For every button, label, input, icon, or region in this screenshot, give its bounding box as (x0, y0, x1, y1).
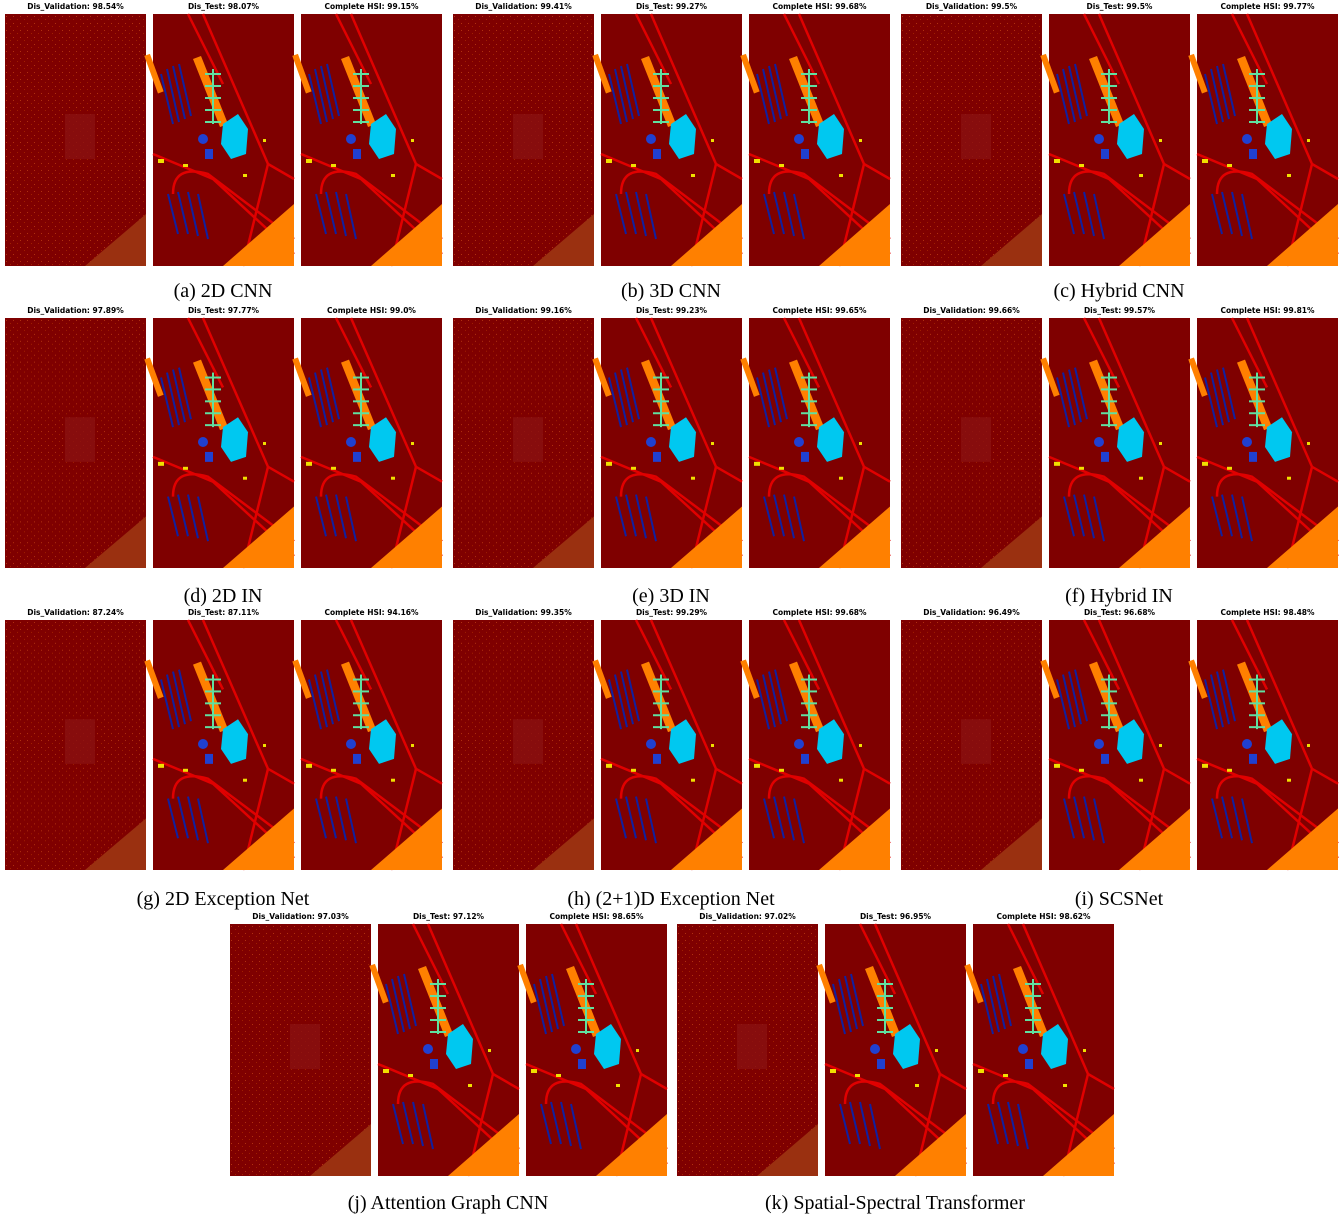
classification-map (292, 14, 442, 266)
panel-caption: (d) 2D IN (184, 585, 263, 607)
map-title: Dis_Validation: 87.24% (27, 608, 124, 617)
classification-map (1040, 14, 1190, 266)
map-title: Dis_Validation: 97.03% (252, 912, 349, 921)
panel-caption: (k) Spatial-Spectral Transformer (765, 1192, 1025, 1214)
map-title: Dis_Validation: 97.02% (699, 912, 796, 921)
classification-map (453, 14, 594, 266)
classification-map (5, 620, 146, 870)
map-title: Complete HSI: 99.15% (324, 2, 419, 11)
classification-map (453, 318, 594, 568)
map-title: Dis_Validation: 99.66% (923, 306, 1020, 315)
classification-map (1188, 620, 1338, 870)
classification-map (1188, 14, 1338, 266)
panel-caption: (b) 3D CNN (621, 280, 721, 302)
map-title: Dis_Validation: 99.41% (475, 2, 572, 11)
map-title: Complete HSI: 99.77% (1220, 2, 1315, 11)
map-title: Dis_Test: 99.57% (1084, 306, 1156, 315)
classification-map (1188, 318, 1338, 568)
classification-map (5, 14, 146, 266)
map-title: Dis_Test: 97.77% (188, 306, 260, 315)
classification-map (144, 620, 294, 870)
classification-map (5, 318, 146, 568)
panel-caption: (f) Hybrid IN (1065, 585, 1173, 607)
map-title: Dis_Validation: 99.35% (475, 608, 572, 617)
classification-map (901, 620, 1042, 870)
classification-map (740, 318, 890, 568)
panel-caption: (g) 2D Exception Net (137, 888, 310, 910)
panel-caption: (c) Hybrid CNN (1053, 280, 1184, 302)
panel-caption: (i) SCSNet (1075, 888, 1164, 910)
map-title: Dis_Validation: 98.54% (27, 2, 124, 11)
map-title: Complete HSI: 98.65% (549, 912, 644, 921)
classification-map (964, 924, 1114, 1176)
classification-map (901, 14, 1042, 266)
classification-map (230, 924, 371, 1176)
classification-map (816, 924, 966, 1176)
panel-caption: (e) 3D IN (632, 585, 710, 607)
figure: Dis_Validation: 98.54% Dis_Test: 98.07% Co… (0, 0, 1340, 1216)
classification-map (592, 318, 742, 568)
panel-caption: (j) Attention Graph CNN (348, 1192, 549, 1214)
classification-map (144, 14, 294, 266)
map-title: Dis_Test: 87.11% (188, 608, 260, 617)
map-title: Dis_Test: 96.95% (860, 912, 932, 921)
map-title: Dis_Test: 97.12% (413, 912, 485, 921)
map-title: Dis_Validation: 99.5% (926, 2, 1018, 11)
classification-map (144, 318, 294, 568)
map-title: Complete HSI: 94.16% (324, 608, 419, 617)
map-title: Dis_Test: 98.07% (188, 2, 260, 11)
classification-map (901, 318, 1042, 568)
classification-map (592, 14, 742, 266)
map-title: Dis_Test: 99.29% (636, 608, 708, 617)
map-title: Complete HSI: 98.62% (996, 912, 1091, 921)
map-title: Dis_Validation: 97.89% (27, 306, 124, 315)
map-title: Complete HSI: 99.68% (772, 608, 867, 617)
classification-map (517, 924, 667, 1176)
classification-map (1040, 620, 1190, 870)
map-title: Complete HSI: 98.48% (1220, 608, 1315, 617)
map-title: Dis_Test: 99.5% (1087, 2, 1153, 11)
map-title: Dis_Test: 99.27% (636, 2, 708, 11)
panel-caption: (h) (2+1)D Exception Net (567, 888, 775, 910)
map-title: Dis_Test: 96.68% (1084, 608, 1156, 617)
classification-map (292, 620, 442, 870)
classification-map (369, 924, 519, 1176)
classification-map (592, 620, 742, 870)
map-title: Complete HSI: 99.65% (772, 306, 867, 315)
classification-map (292, 318, 442, 568)
map-title: Dis_Validation: 99.16% (475, 306, 572, 315)
classification-map (677, 924, 818, 1176)
classification-map (740, 620, 890, 870)
map-title: Complete HSI: 99.81% (1220, 306, 1315, 315)
map-title: Dis_Validation: 96.49% (923, 608, 1020, 617)
classification-map (1040, 318, 1190, 568)
map-title: Complete HSI: 99.0% (327, 306, 416, 315)
classification-map (453, 620, 594, 870)
panel-caption: (a) 2D CNN (174, 280, 273, 302)
map-title: Complete HSI: 99.68% (772, 2, 867, 11)
classification-map (740, 14, 890, 266)
map-title: Dis_Test: 99.23% (636, 306, 708, 315)
